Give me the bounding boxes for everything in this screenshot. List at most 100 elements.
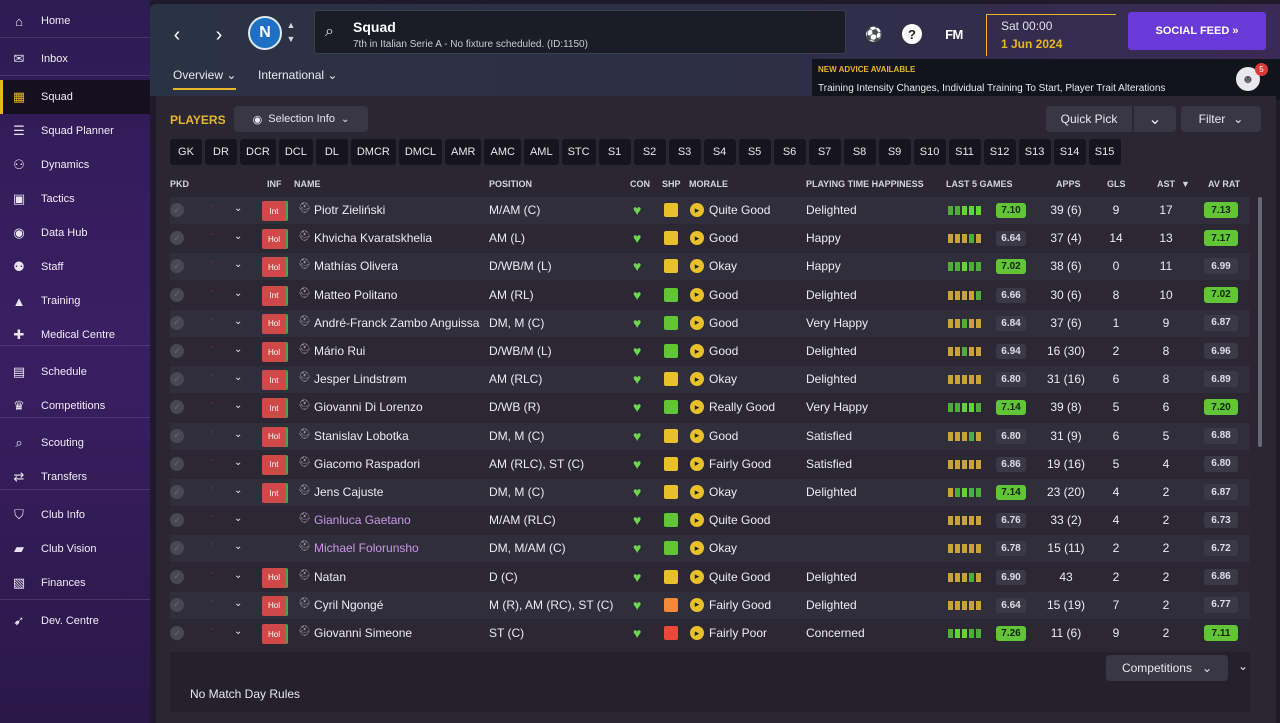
player-name[interactable]: Matteo Politano bbox=[314, 287, 398, 302]
col-inf[interactable]: INF bbox=[267, 179, 282, 189]
position-filter-s3[interactable]: S3 bbox=[668, 139, 701, 165]
sidebar-item-squad-planner[interactable]: ☰ Squad Planner bbox=[0, 114, 150, 148]
position-filter-dr[interactable]: DR bbox=[205, 139, 237, 165]
status-badge[interactable]: Int bbox=[262, 285, 286, 306]
status-badge[interactable]: Int bbox=[262, 201, 286, 221]
sidebar-item-scouting[interactable]: ⌕ Scouting bbox=[0, 426, 150, 460]
row-expand-icon[interactable]: ⌄ bbox=[234, 344, 243, 355]
status-badge[interactable]: Hol bbox=[262, 229, 286, 250]
sidebar-item-dynamics[interactable]: ⚇ Dynamics bbox=[0, 148, 150, 182]
table-row[interactable]: ✓ · ⌄ Hol ⛑ Stanislav Lobotka DM, M (C) ♥ ▸ Good S… bbox=[170, 422, 1250, 450]
sidebar-item-squad[interactable]: ▦ Squad bbox=[0, 80, 150, 114]
position-filter-s10[interactable]: S10 bbox=[913, 139, 946, 165]
sidebar-item-schedule[interactable]: ▤ Schedule bbox=[0, 355, 150, 389]
position-filter-s1[interactable]: S1 bbox=[598, 139, 631, 165]
status-badge[interactable]: Int bbox=[262, 483, 286, 503]
status-badge[interactable]: Hol bbox=[262, 595, 286, 616]
player-name[interactable]: Mário Rui bbox=[314, 344, 366, 358]
row-expand-icon[interactable]: ⌄ bbox=[234, 400, 243, 412]
sort-desc-icon[interactable]: ▼ bbox=[1181, 179, 1190, 189]
back-button[interactable]: ‹ bbox=[173, 23, 181, 46]
sidebar-item-data-hub[interactable]: ◉ Data Hub bbox=[0, 216, 150, 250]
table-row[interactable]: ✓ · ⌄ Int ⛑ Piotr Zieliński M/AM (C) ♥ ▸ Quite Go… bbox=[170, 197, 1250, 224]
position-filter-s15[interactable]: S15 bbox=[1088, 139, 1121, 165]
pick-toggle-icon[interactable]: ✓ bbox=[170, 541, 184, 556]
position-filter-amc[interactable]: AMC bbox=[484, 139, 521, 165]
position-filter-dmcr[interactable]: DMCR bbox=[350, 139, 396, 165]
filter-button[interactable]: Filter ⌄ bbox=[1181, 106, 1261, 132]
col-apps[interactable]: APPS bbox=[1056, 179, 1081, 189]
position-filter-dcl[interactable]: DCL bbox=[278, 139, 313, 165]
player-name[interactable]: Gianluca Gaetano bbox=[314, 513, 411, 528]
status-badge[interactable]: Hol bbox=[262, 342, 286, 362]
table-row[interactable]: ✓ · ⌄ ⛑ Michael Folorunsho DM, M/AM (C) ♥ ▸ Okay… bbox=[170, 535, 1250, 563]
pick-toggle-icon[interactable]: ✓ bbox=[170, 231, 184, 246]
player-name[interactable]: Cyril Ngongé bbox=[314, 597, 384, 612]
table-row[interactable]: ✓ · ⌄ Hol ⛑ Mathías Olivera D/WB/M (L) ♥ ▸ Okay Ha… bbox=[170, 253, 1250, 281]
pick-toggle-icon[interactable]: ✓ bbox=[170, 569, 184, 584]
pick-toggle-icon[interactable]: ✓ bbox=[170, 287, 184, 302]
player-name[interactable]: Jesper Lindstrøm bbox=[314, 372, 407, 387]
row-expand-icon[interactable]: ⌄ bbox=[234, 626, 243, 637]
pick-toggle-icon[interactable]: ✓ bbox=[170, 626, 184, 640]
table-row[interactable]: ✓ · ⌄ Int ⛑ Giacomo Raspadori AM (RLC), ST (C)… bbox=[170, 450, 1250, 478]
position-filter-amr[interactable]: AMR bbox=[445, 139, 482, 165]
table-row[interactable]: ✓ · ⌄ Int ⛑ Jesper Lindstrøm AM (RLC) ♥ ▸ Okay Del… bbox=[170, 366, 1250, 394]
position-filter-s12[interactable]: S12 bbox=[983, 139, 1016, 165]
col-pkd[interactable]: PKD bbox=[170, 179, 190, 189]
tab-international[interactable]: International ⌄ bbox=[258, 68, 338, 82]
row-expand-icon[interactable]: ⌄ bbox=[234, 259, 243, 271]
row-expand-icon[interactable]: ⌄ bbox=[234, 231, 243, 243]
col-con[interactable]: CON bbox=[630, 179, 650, 189]
row-expand-icon[interactable]: ⌄ bbox=[234, 485, 243, 496]
col-position[interactable]: POSITION bbox=[489, 179, 533, 189]
up-arrow-icon[interactable]: ▲ bbox=[286, 20, 296, 30]
pick-toggle-icon[interactable]: ✓ bbox=[170, 315, 184, 330]
sidebar-item-dev-centre[interactable]: ➹ Dev. Centre bbox=[0, 604, 150, 638]
position-filter-s5[interactable]: S5 bbox=[738, 139, 771, 165]
fm-logo[interactable]: FM bbox=[945, 26, 963, 42]
row-expand-icon[interactable]: ⌄ bbox=[234, 287, 243, 299]
status-badge[interactable]: Hol bbox=[262, 624, 286, 644]
position-filter-stc[interactable]: STC bbox=[561, 139, 596, 165]
position-filter-gk[interactable]: GK bbox=[170, 139, 202, 165]
status-badge[interactable]: Int bbox=[262, 454, 286, 475]
table-row[interactable]: ✓ · ⌄ Hol ⛑ André-Franck Zambo Anguissa DM, M … bbox=[170, 309, 1250, 337]
row-expand-icon[interactable]: ⌄ bbox=[234, 597, 243, 609]
table-row[interactable]: ✓ · ⌄ Hol ⛑ Mário Rui D/WB/M (L) ♥ ▸ Good Delighte… bbox=[170, 338, 1250, 365]
position-filter-s9[interactable]: S9 bbox=[878, 139, 911, 165]
row-expand-icon[interactable]: ⌄ bbox=[234, 428, 243, 440]
pick-toggle-icon[interactable]: ✓ bbox=[170, 203, 184, 217]
position-filter-s8[interactable]: S8 bbox=[843, 139, 876, 165]
forward-button[interactable]: › bbox=[215, 23, 223, 46]
sidebar-item-tactics[interactable]: ▣ Tactics bbox=[0, 182, 150, 216]
row-expand-icon[interactable]: ⌄ bbox=[234, 541, 243, 553]
football-icon[interactable]: ⚽ bbox=[865, 25, 883, 42]
sidebar-item-staff[interactable]: ⚉ Staff bbox=[0, 250, 150, 284]
player-name[interactable]: Giovanni Di Lorenzo bbox=[314, 400, 423, 415]
position-filter-s4[interactable]: S4 bbox=[703, 139, 736, 165]
tab-overview[interactable]: Overview ⌄ bbox=[173, 68, 237, 90]
position-filter-s6[interactable]: S6 bbox=[773, 139, 806, 165]
table-row[interactable]: ✓ · ⌄ Int ⛑ Giovanni Di Lorenzo D/WB (R) ♥ ▸ Real… bbox=[170, 394, 1250, 422]
col-name[interactable]: NAME bbox=[294, 179, 321, 189]
player-name[interactable]: Khvicha Kvaratskhelia bbox=[314, 231, 433, 246]
position-filter-aml[interactable]: AML bbox=[523, 139, 559, 165]
player-name[interactable]: Piotr Zieliński bbox=[314, 203, 386, 217]
quick-pick-button[interactable]: Quick Pick bbox=[1046, 106, 1132, 132]
sidebar-item-competitions[interactable]: ♛ Competitions bbox=[0, 389, 150, 423]
table-row[interactable]: ✓ · ⌄ Hol ⛑ Giovanni Simeone ST (C) ♥ ▸ Fairly Po… bbox=[170, 620, 1250, 647]
status-badge[interactable]: Hol bbox=[262, 313, 286, 334]
position-filter-s13[interactable]: S13 bbox=[1018, 139, 1051, 165]
social-feed-button[interactable]: SOCIAL FEED » bbox=[1128, 12, 1266, 50]
sidebar-item-inbox[interactable]: ✉ Inbox bbox=[0, 42, 150, 76]
row-expand-icon[interactable]: ⌄ bbox=[234, 513, 243, 525]
position-filter-s2[interactable]: S2 bbox=[633, 139, 666, 165]
table-row[interactable]: ✓ · ⌄ Hol ⛑ Khvicha Kvaratskhelia AM (L) ♥ ▸ Good… bbox=[170, 225, 1250, 253]
col-shp[interactable]: SHP bbox=[662, 179, 681, 189]
row-expand-icon[interactable]: ⌄ bbox=[234, 372, 243, 384]
quick-pick-dropdown[interactable]: ⌄ bbox=[1134, 106, 1176, 132]
player-name[interactable]: Giovanni Simeone bbox=[314, 626, 413, 640]
pick-toggle-icon[interactable]: ✓ bbox=[170, 400, 184, 415]
help-icon[interactable]: ? bbox=[902, 24, 922, 44]
